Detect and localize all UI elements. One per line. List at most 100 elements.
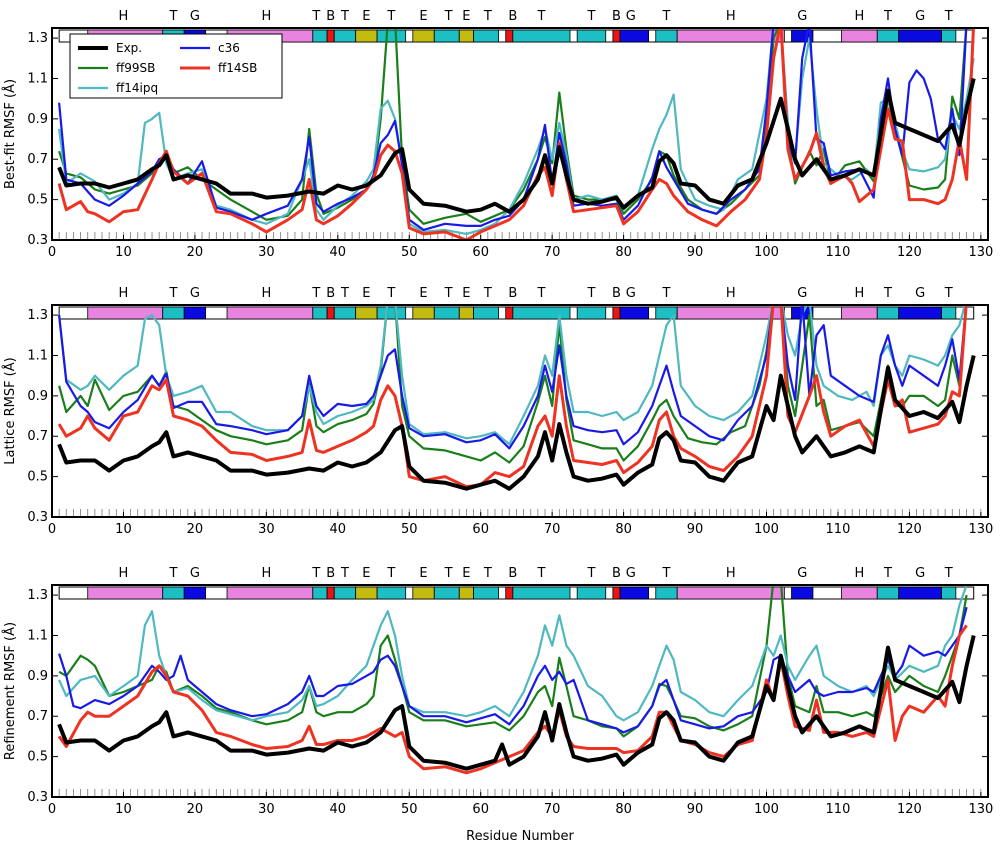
x-tick-label: 60 xyxy=(472,245,489,260)
y-tick-label: 0.9 xyxy=(27,669,48,684)
ss-label: E xyxy=(362,566,370,581)
ss-segment xyxy=(612,29,621,43)
y-tick-label: 1.3 xyxy=(27,31,48,46)
x-tick-label: 110 xyxy=(826,802,851,817)
ss-label: B xyxy=(612,566,621,581)
ss-segment xyxy=(226,306,314,320)
ss-segment xyxy=(433,586,460,600)
x-tick-label: 20 xyxy=(187,522,204,537)
ss-label: H xyxy=(261,9,271,24)
ss-segment xyxy=(941,29,957,43)
y-tick-label: 0.9 xyxy=(27,112,48,127)
ss-label: G xyxy=(626,9,636,24)
legend-label: Exp. xyxy=(116,41,142,55)
ss-label: T xyxy=(311,9,320,24)
x-tick-label: 70 xyxy=(544,245,561,260)
panel-3: H T G H T B T E T E T E T B T T B G T H G H T G T0 10 20 30 40 50 60 70… xyxy=(2,566,993,817)
series-group xyxy=(57,28,976,240)
x-tick-label: 100 xyxy=(754,522,779,537)
ss-segment xyxy=(87,586,164,600)
ss-label: H xyxy=(119,566,129,581)
x-tick-label: 120 xyxy=(897,522,922,537)
ss-segment xyxy=(841,586,878,600)
ss-segment xyxy=(576,306,607,320)
ss-label: T xyxy=(483,286,492,301)
ss-segment xyxy=(312,29,328,43)
ss-segment xyxy=(412,306,435,320)
ss-label: G xyxy=(626,286,636,301)
legend-label: ff99SB xyxy=(116,61,155,75)
series-ff14SB xyxy=(57,305,968,489)
x-tick-label: 130 xyxy=(968,802,993,817)
ss-segment xyxy=(612,586,621,600)
ss-segment xyxy=(612,306,621,320)
x-tick-label: 0 xyxy=(48,802,56,817)
ss-segment xyxy=(619,29,650,43)
ss-segment xyxy=(941,306,957,320)
ss-segment xyxy=(355,306,378,320)
x-tick-label: 80 xyxy=(615,245,632,260)
y-tick-label: 1.1 xyxy=(27,348,48,363)
x-tick-label: 40 xyxy=(330,802,347,817)
ss-segment xyxy=(433,29,460,43)
ss-segment xyxy=(941,586,957,600)
ss-label: T xyxy=(883,566,892,581)
ss-label: E xyxy=(362,9,370,24)
ss-label: T xyxy=(444,9,453,24)
y-tick-label: 1.3 xyxy=(27,308,48,323)
ss-segment xyxy=(473,306,499,320)
legend-label: ff14ipq xyxy=(116,81,158,95)
ss-label: G xyxy=(915,9,925,24)
ss-label: H xyxy=(854,9,864,24)
plot-frame xyxy=(51,304,989,518)
ss-segment xyxy=(458,586,474,600)
x-axis-label: Residue Number xyxy=(466,829,574,844)
ss-label: T xyxy=(586,566,595,581)
ss-label: T xyxy=(168,566,177,581)
ss-label: T xyxy=(340,566,349,581)
ss-label: T xyxy=(386,286,395,301)
x-tick-label: 30 xyxy=(258,522,275,537)
ss-segment xyxy=(898,586,942,600)
ss-segment xyxy=(326,586,335,600)
y-axis-label: Lattice RMSF (Å) xyxy=(2,357,18,464)
ss-segment xyxy=(312,586,328,600)
ss-label: G xyxy=(190,9,200,24)
ss-label: T xyxy=(311,286,320,301)
y-tick-label: 1.1 xyxy=(27,71,48,86)
x-tick-label: 70 xyxy=(544,802,561,817)
ss-label: B xyxy=(326,566,335,581)
ss-segment xyxy=(898,29,942,43)
series-ff99SB xyxy=(58,28,968,225)
y-tick-label: 0.3 xyxy=(27,510,48,525)
y-tick-label: 0.5 xyxy=(27,750,48,765)
y-tick-label: 0.7 xyxy=(27,709,48,724)
x-tick-label: 0 xyxy=(48,245,56,260)
ss-label: T xyxy=(536,286,545,301)
x-tick-label: 120 xyxy=(897,245,922,260)
x-tick-label: 80 xyxy=(615,802,632,817)
x-tick-label: 20 xyxy=(187,802,204,817)
x-tick-label: 70 xyxy=(544,522,561,537)
ss-segment xyxy=(841,29,878,43)
ss-label: E xyxy=(362,286,370,301)
x-tick-label: 90 xyxy=(687,245,704,260)
x-tick-label: 100 xyxy=(754,245,779,260)
ss-segment xyxy=(162,306,185,320)
ss-segment xyxy=(458,29,474,43)
x-tick-label: 50 xyxy=(401,802,418,817)
ss-segment xyxy=(898,306,942,320)
series-ff99SB xyxy=(58,585,968,738)
ss-label: T xyxy=(386,566,395,581)
series-ff14SB xyxy=(57,624,968,775)
ss-segment xyxy=(433,306,460,320)
ss-segment xyxy=(512,29,571,43)
x-tick-label: 60 xyxy=(472,522,489,537)
ss-label: G xyxy=(190,286,200,301)
ss-label: T xyxy=(536,9,545,24)
ss-label: T xyxy=(661,566,670,581)
x-tick-label: 130 xyxy=(968,522,993,537)
ss-label: T xyxy=(661,286,670,301)
series-Exp xyxy=(57,78,976,214)
